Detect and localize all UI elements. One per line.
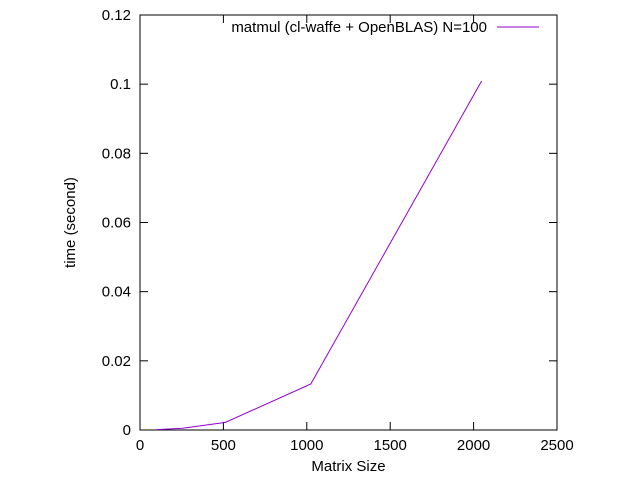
y-tick-label: 0.04 [102, 284, 131, 301]
legend: matmul (cl-waffe + OpenBLAS) N=100 [231, 19, 539, 36]
y-tick-label: 0.02 [102, 353, 131, 370]
x-tick-label: 2000 [457, 437, 490, 454]
x-tick-label: 500 [211, 437, 236, 454]
y-tick-label: 0 [123, 422, 131, 439]
x-tick-label: 2500 [540, 437, 573, 454]
x-axis-ticks: 0 500 1000 1500 2000 2500 [136, 15, 574, 454]
series-layer [156, 80, 483, 431]
plot-frame [139, 14, 558, 431]
y-axis-ticks: 0 0.02 0.04 0.06 0.08 0.1 0.12 [102, 7, 557, 439]
x-axis-label: Matrix Size [311, 458, 385, 475]
y-tick-label: 0.12 [102, 7, 131, 24]
y-axis-label: time (second) [62, 177, 79, 268]
plot-border [139, 14, 558, 431]
y-tick-label: 0.08 [102, 145, 131, 162]
y-tick-label: 0.06 [102, 215, 131, 232]
series-line [156, 80, 483, 431]
legend-series-label: matmul (cl-waffe + OpenBLAS) N=100 [231, 19, 487, 36]
x-tick-label: 1000 [290, 437, 323, 454]
x-tick-label: 1500 [374, 437, 407, 454]
y-tick-label: 0.1 [110, 76, 131, 93]
x-tick-label: 0 [136, 437, 144, 454]
